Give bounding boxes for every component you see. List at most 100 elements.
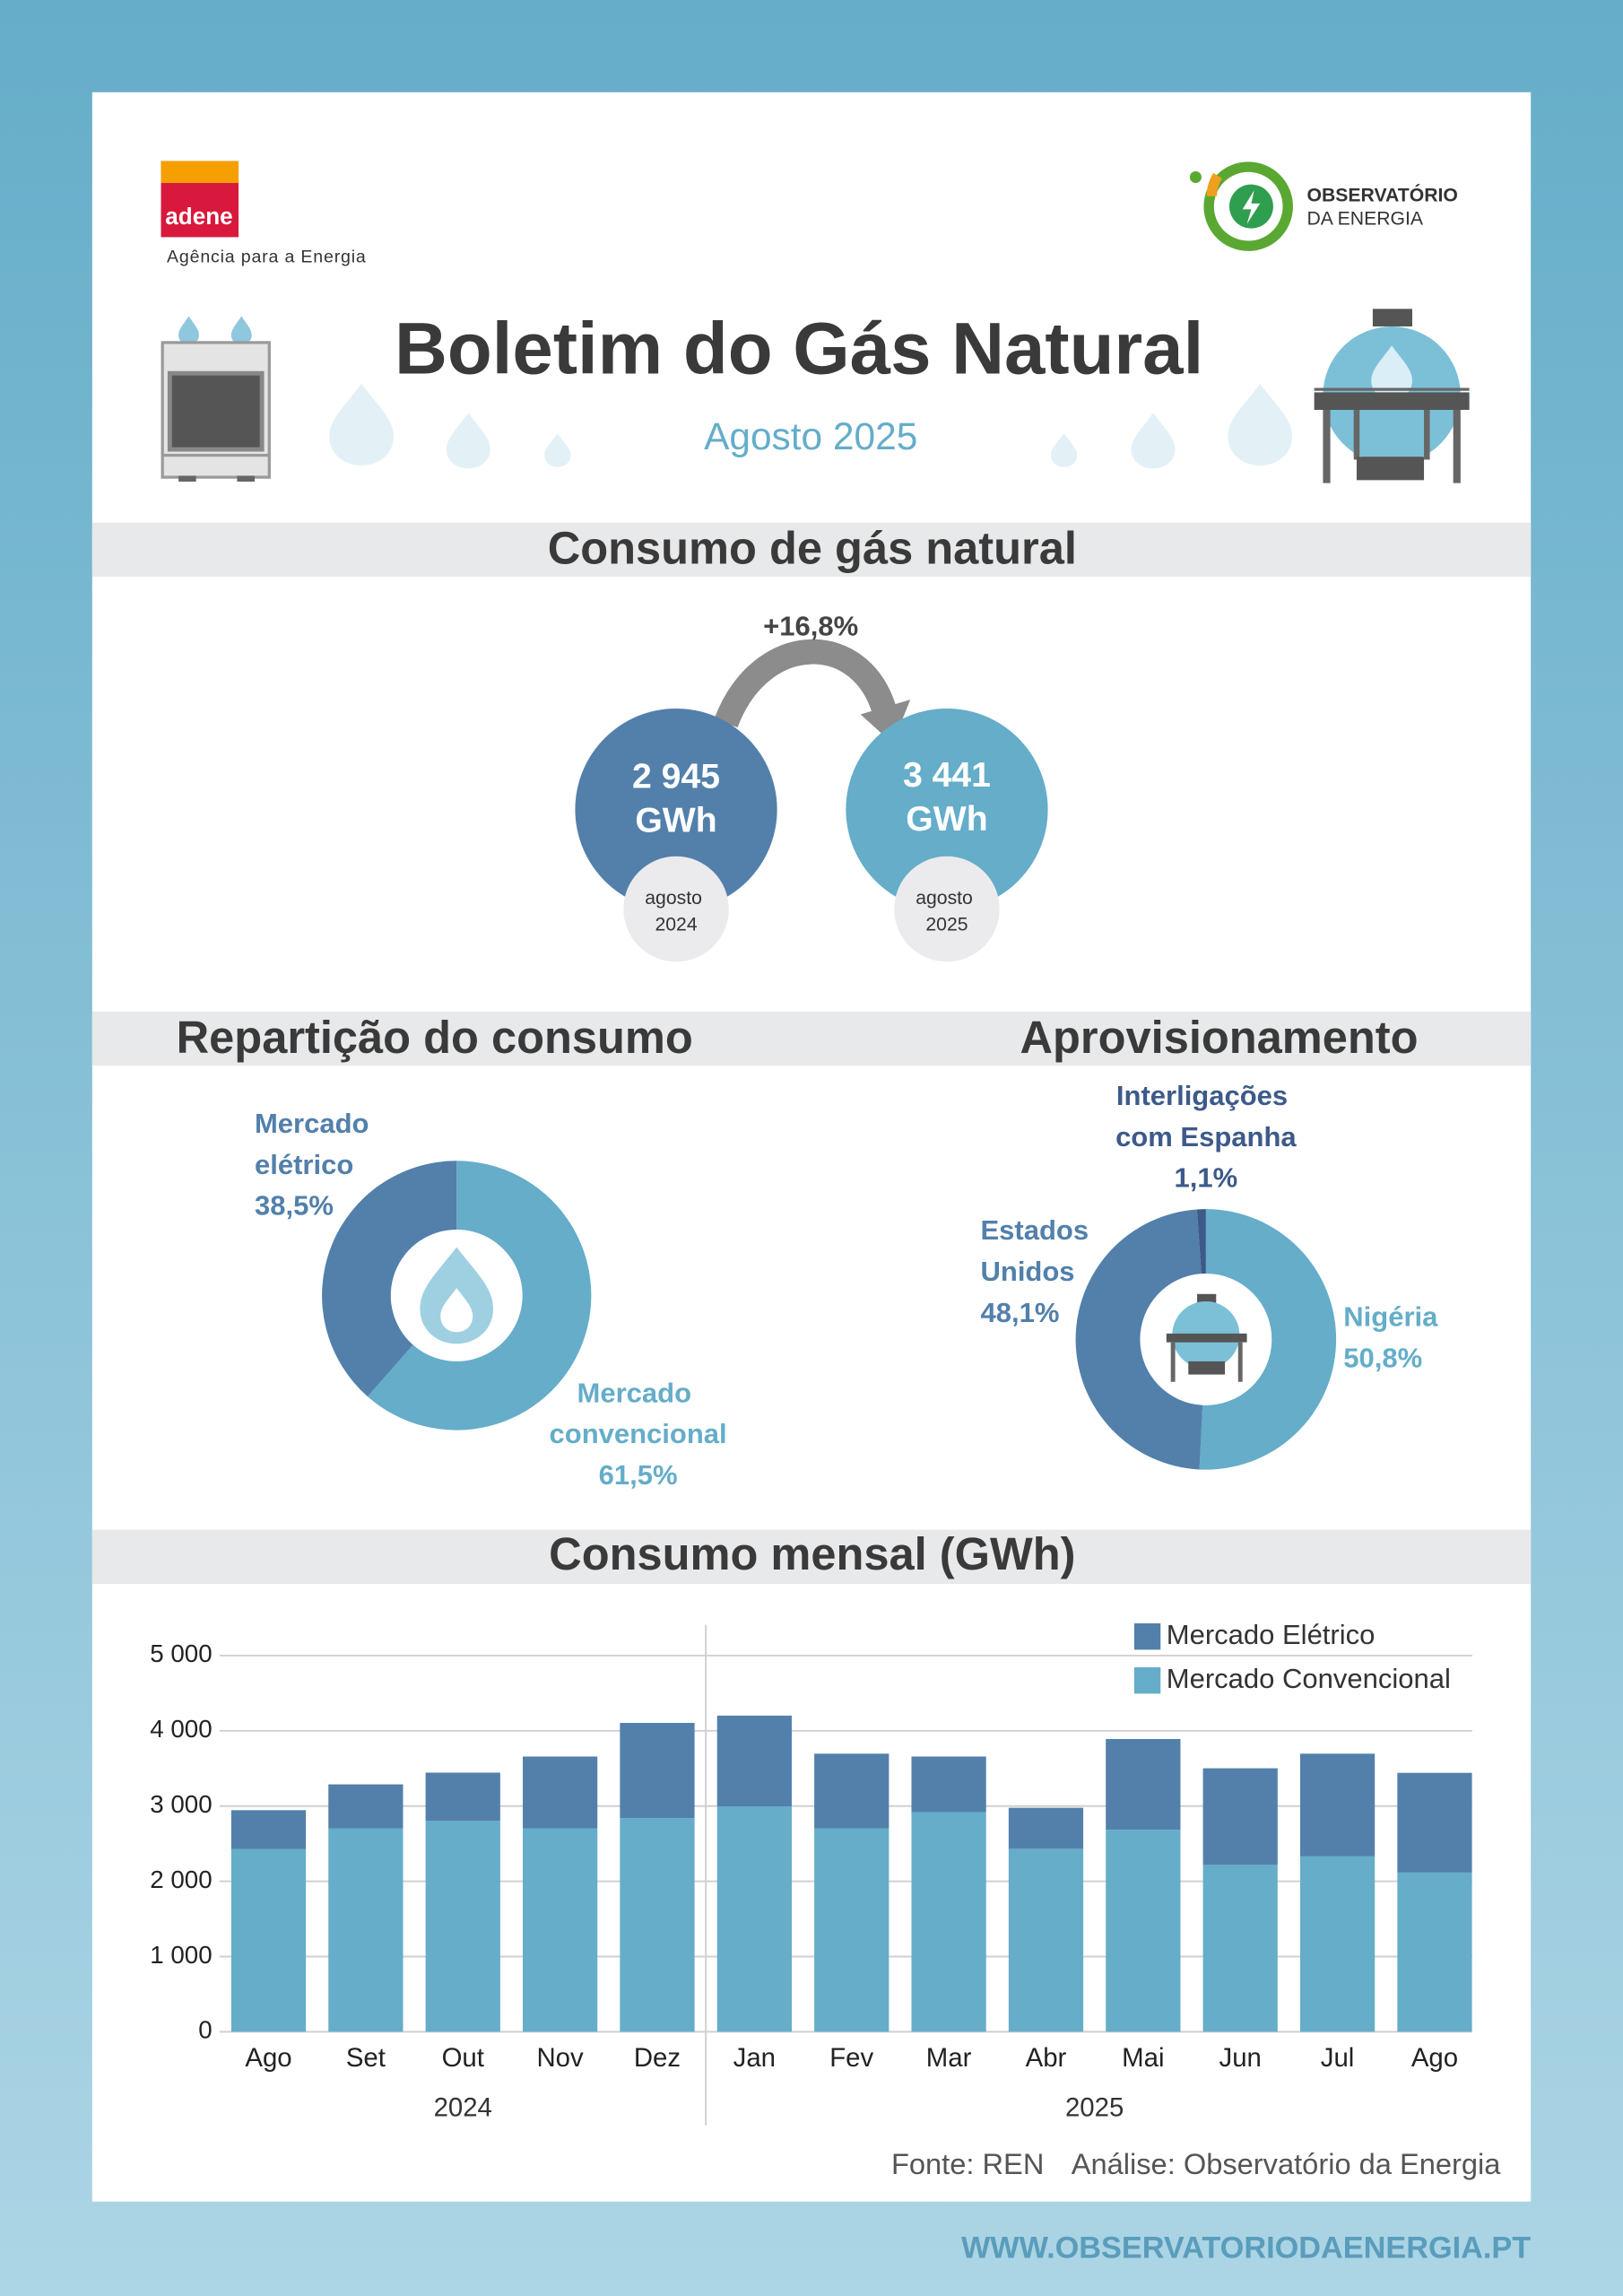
bar-segment	[1397, 1772, 1472, 1873]
donut-segment	[1199, 1209, 1337, 1470]
donut-segment	[367, 1161, 592, 1431]
section-band	[91, 522, 1532, 578]
segment-label: Nigéria	[1343, 1301, 1438, 1333]
segment-value-label: 50,8%	[1343, 1342, 1422, 1373]
x-group-label: 2024	[434, 2093, 492, 2123]
title: Boletim do Gás Natural	[395, 309, 1203, 390]
bar-segment	[425, 1821, 500, 2032]
logo-left: adene	[165, 203, 232, 230]
bar-segment	[1299, 1856, 1376, 2032]
logo-right-line2: DA ENERGIA	[1306, 208, 1423, 229]
y-tick-label: 4 000	[150, 1715, 212, 1743]
obs-logo-bolt	[1242, 190, 1261, 224]
x-tick-label: Jul	[1321, 2043, 1355, 2073]
tank-icon-small	[1166, 1293, 1247, 1382]
obs-logo-dot	[1189, 170, 1202, 184]
decor-flames	[329, 383, 1293, 469]
bar-segment	[620, 1723, 695, 1819]
stove-icon	[161, 316, 271, 482]
obs-logo-arc	[1206, 172, 1222, 197]
x-group-label: 2025	[1065, 2093, 1124, 2123]
y-tick-label: 1 000	[150, 1941, 212, 1969]
x-tick-label: Mar	[926, 2043, 972, 2073]
section-band	[91, 1011, 1532, 1066]
x-tick-label: Mai	[1122, 2043, 1164, 2073]
bar-segment	[716, 1806, 792, 2032]
bar-segment	[911, 1812, 986, 2032]
segment-value-label: 61,5%	[599, 1459, 678, 1491]
bar-segment	[230, 1810, 307, 1849]
kpi-circle	[575, 708, 777, 911]
bar-segment	[1106, 1738, 1181, 1831]
x-tick-label: Ago	[1411, 2043, 1458, 2073]
bar-segment	[1397, 1872, 1472, 2032]
section-title: Consumo de gás natural	[548, 523, 1077, 574]
logo-left-tagline: Agência para a Energia	[167, 247, 367, 266]
section-title: Aprovisionamento	[1020, 1012, 1419, 1063]
bar-segment	[522, 1756, 598, 1829]
section-band	[91, 1529, 1532, 1584]
bar-segment	[1008, 1807, 1084, 1849]
bar-segment	[814, 1753, 890, 1829]
x-tick-label: Set	[346, 2043, 386, 2073]
bar-segment	[1008, 1848, 1084, 2032]
y-tick-label: 0	[198, 2016, 212, 2044]
legend-label: Mercado Elétrico	[1167, 1619, 1376, 1650]
logo-right-line1: OBSERVATÓRIO	[1306, 183, 1457, 205]
x-tick-label: Dez	[634, 2043, 681, 2073]
change-label: +16,8%	[763, 610, 858, 641]
section-title: Consumo mensal (GWh)	[549, 1528, 1075, 1579]
y-tick-label: 5 000	[150, 1639, 212, 1667]
bar-segment	[911, 1756, 986, 1813]
x-tick-label: Fev	[829, 2043, 873, 2073]
kpi-circle	[846, 708, 1048, 911]
section-title: Repartição do consumo	[177, 1012, 693, 1063]
bar-segment	[716, 1715, 792, 1807]
adene-logo-stripe	[161, 161, 239, 184]
kpi-value: 3 441	[903, 756, 991, 795]
kpi-period-circle	[623, 856, 729, 962]
tank-icon	[1314, 309, 1470, 483]
kpi-period: agosto 2025	[916, 888, 978, 935]
kpi-period-circle	[894, 856, 1000, 962]
flame-icon	[420, 1247, 494, 1344]
segment-label: Mercado convencional	[550, 1378, 727, 1450]
obs-logo-ring	[1203, 161, 1293, 251]
segment-value-label: 48,1%	[981, 1297, 1060, 1328]
x-tick-label: Jan	[733, 2043, 776, 2073]
analysis: Análise: Observatório da Energia	[1072, 2147, 1502, 2180]
subtitle: Agosto 2025	[704, 415, 917, 457]
legend-swatch	[1133, 1623, 1161, 1650]
y-tick-label: 3 000	[150, 1790, 212, 1818]
bar-segment	[522, 1828, 598, 2032]
segment-value-label: 38,5%	[255, 1190, 334, 1222]
kpi-period: agosto 2024	[645, 888, 707, 935]
source: Fonte: REN	[891, 2147, 1044, 2180]
kpi-unit: GWh	[906, 800, 987, 839]
website: WWW.OBSERVATORIODAENERGIA.PT	[961, 2231, 1531, 2266]
bar-segment	[1202, 1865, 1278, 2032]
kpi-unit: GWh	[635, 802, 716, 840]
x-tick-label: Nov	[536, 2043, 584, 2073]
segment-value-label: 1,1%	[1175, 1162, 1238, 1194]
bar-segment	[328, 1828, 404, 2032]
x-tick-label: Out	[442, 2043, 484, 2073]
donut-segment	[1075, 1209, 1203, 1470]
legend-swatch	[1133, 1666, 1161, 1694]
bar-segment	[230, 1848, 307, 2032]
segment-label: Interligações com Espanha	[1115, 1080, 1297, 1152]
bar-segment	[1106, 1830, 1181, 2032]
bar-segment	[328, 1784, 404, 1829]
x-tick-label: Abr	[1026, 2043, 1067, 2073]
bar-segment	[814, 1828, 890, 2032]
kpi-value: 2 945	[632, 758, 720, 796]
segment-label: Mercado elétrico	[255, 1108, 377, 1180]
y-tick-label: 2 000	[150, 1866, 212, 1893]
change-arrow	[714, 639, 898, 728]
bar-segment	[620, 1818, 695, 2032]
x-tick-label: Ago	[245, 2043, 291, 2073]
bar-segment	[425, 1772, 500, 1822]
